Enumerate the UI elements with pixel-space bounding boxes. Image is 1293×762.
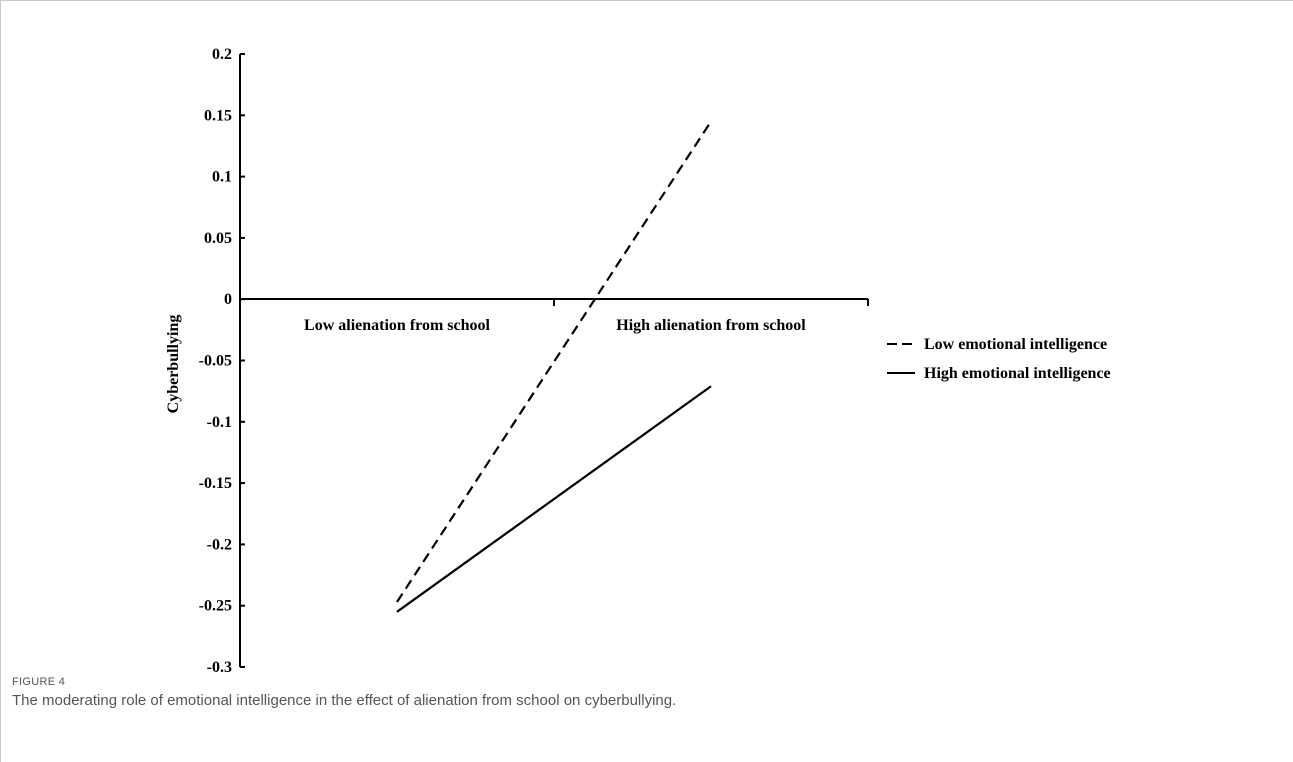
legend-label: High emotional intelligence [924,365,1111,382]
y-tick-label: 0.05 [204,230,232,247]
y-tick-label: -0.25 [199,598,232,615]
series-group [396,120,712,613]
x-category-label: High alienation from school [616,317,806,334]
y-tick-label: 0 [224,291,232,308]
series-line-low-emotional-intelligence [396,120,712,603]
legend: Low emotional intelligence High emotional… [887,336,1111,382]
x-axis: Low alienation from school High alienatio… [240,298,869,334]
x-category-label: Low alienation from school [304,317,490,334]
y-axis: 0.2 0.15 0.1 0.05 0 -0.05 -0.1 -0.15 -0.2 -0.25 -0… [199,46,245,676]
y-tick-label: -0.15 [199,475,232,492]
y-tick-label: -0.2 [207,536,232,553]
y-tick-label: -0.3 [207,659,232,676]
series-line-high-emotional-intelligence [396,385,712,613]
y-tick-label: -0.1 [207,414,232,431]
figure-label: FIGURE 4 [12,676,66,688]
y-tick-label: -0.05 [199,353,232,370]
y-tick-label: 0.1 [212,169,232,186]
y-tick-label: 0.2 [212,46,232,63]
legend-label: Low emotional intelligence [924,336,1107,353]
y-tick-label: 0.15 [204,107,232,124]
y-axis-label: Cyberbullying [165,315,182,414]
figure-caption: The moderating role of emotional intelli… [12,692,677,709]
